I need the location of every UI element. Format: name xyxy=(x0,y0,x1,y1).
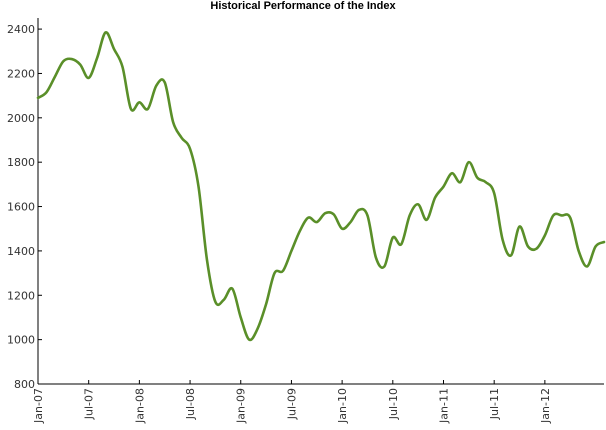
data-point xyxy=(273,272,276,274)
chart-title: Historical Performance of the Index xyxy=(210,0,396,12)
data-point xyxy=(543,234,546,237)
data-point xyxy=(467,161,470,164)
data-point xyxy=(172,121,175,124)
data-point xyxy=(518,225,521,228)
data-point xyxy=(231,287,234,290)
x-tick-label: Jan-07 xyxy=(32,388,45,424)
data-point xyxy=(315,221,318,223)
data-point xyxy=(163,81,166,84)
data-point xyxy=(239,316,242,319)
data-point xyxy=(586,265,588,268)
data-point xyxy=(535,247,538,250)
y-tick-label: 2000 xyxy=(7,112,35,125)
data-point xyxy=(510,254,512,257)
data-point xyxy=(459,181,462,184)
data-point xyxy=(560,214,563,217)
data-point xyxy=(62,60,65,63)
plot-area: 800 1000 1200 1400 1600 1800 2000 2200 2400 Jan-0… xyxy=(7,18,606,424)
data-point xyxy=(54,75,56,78)
data-point xyxy=(180,136,183,139)
y-tick-label: 1800 xyxy=(7,156,35,169)
data-point xyxy=(146,108,149,110)
data-point xyxy=(206,258,208,261)
data-point xyxy=(434,196,436,199)
data-point xyxy=(307,216,310,219)
data-point xyxy=(425,218,428,221)
data-point xyxy=(417,203,420,206)
y-tick-label: 2400 xyxy=(7,23,35,36)
data-point xyxy=(256,327,259,330)
x-tick-label: Jul-09 xyxy=(285,388,298,420)
data-point xyxy=(197,185,200,188)
data-point xyxy=(121,65,124,68)
data-point xyxy=(527,245,529,248)
data-point xyxy=(577,250,580,252)
x-tick-label: Jul-07 xyxy=(83,388,96,420)
data-point xyxy=(366,214,369,217)
data-point xyxy=(282,269,284,272)
data-point xyxy=(383,265,386,268)
data-point xyxy=(408,214,411,217)
data-point xyxy=(341,227,344,230)
data-point xyxy=(155,84,158,87)
x-tick-label: Jan-10 xyxy=(336,388,349,424)
data-point xyxy=(493,192,496,195)
data-point xyxy=(222,298,225,301)
data-point xyxy=(501,238,504,241)
data-point xyxy=(324,212,327,215)
y-tick-label: 1600 xyxy=(7,201,35,214)
data-point xyxy=(476,176,479,179)
y-tick-label: 1200 xyxy=(7,289,35,302)
data-point xyxy=(332,213,335,216)
y-tick-label: 2200 xyxy=(7,67,35,80)
y-tick-label: 1400 xyxy=(7,245,35,258)
data-point xyxy=(290,250,293,252)
x-tick-label: Jan-12 xyxy=(539,388,552,424)
data-point xyxy=(442,185,445,188)
data-point xyxy=(37,96,39,99)
data-point xyxy=(79,63,82,66)
data-point xyxy=(96,57,99,59)
y-tick-label: 1000 xyxy=(7,334,35,347)
data-point xyxy=(214,301,217,303)
data-point xyxy=(130,108,132,110)
x-tick-label: Jan-11 xyxy=(437,388,450,424)
data-point xyxy=(603,241,605,243)
data-point xyxy=(45,91,48,94)
data-point xyxy=(358,208,360,211)
data-point xyxy=(375,256,377,259)
data-point xyxy=(70,58,73,60)
x-tick-label: Jul-10 xyxy=(387,388,400,420)
data-point xyxy=(298,230,301,232)
data-point xyxy=(451,172,453,175)
data-point xyxy=(113,48,115,50)
data-point xyxy=(484,181,487,184)
x-tick-label: Jan-08 xyxy=(133,388,146,424)
data-point xyxy=(104,31,107,34)
data-point xyxy=(265,303,267,306)
data-point xyxy=(87,76,90,79)
x-tick-label: Jan-09 xyxy=(235,388,248,424)
data-point xyxy=(248,338,251,341)
data-point xyxy=(391,236,394,239)
data-point xyxy=(552,214,555,217)
y-tick-label: 800 xyxy=(14,378,35,391)
x-tick-label: Jul-11 xyxy=(488,388,501,420)
data-point xyxy=(400,243,403,246)
x-tick-label: Jul-08 xyxy=(184,388,197,420)
data-point xyxy=(138,101,141,104)
data-point xyxy=(569,216,572,219)
data-point xyxy=(189,147,191,150)
data-point xyxy=(349,221,352,223)
series-line xyxy=(36,31,606,342)
data-point xyxy=(594,245,597,248)
